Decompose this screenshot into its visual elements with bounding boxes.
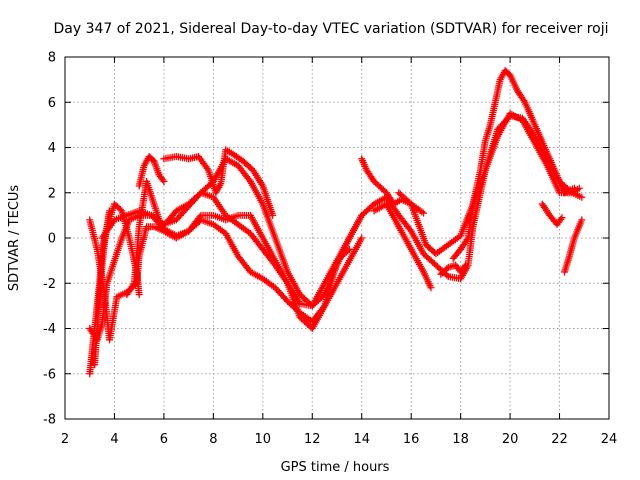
- data-point: [578, 216, 586, 224]
- data-point: [358, 234, 366, 242]
- data-point: [578, 193, 586, 201]
- data-series: [86, 67, 586, 378]
- y-axis-label: SDTVAR / TECUs: [7, 185, 22, 292]
- series-track-3: [98, 207, 366, 332]
- data-point: [570, 184, 578, 192]
- x-tick-label: 12: [304, 432, 321, 447]
- x-tick-label: 24: [601, 432, 618, 447]
- data-point: [463, 236, 471, 244]
- series-track-13: [538, 200, 566, 228]
- series-track-6: [160, 146, 277, 219]
- y-tick-label: -4: [43, 322, 56, 337]
- data-point: [520, 97, 528, 105]
- x-tick-label: 10: [255, 432, 272, 447]
- series-track-9: [370, 200, 435, 292]
- chart-title: Day 347 of 2021, Sidereal Day-to-day VTE…: [53, 21, 608, 37]
- data-point: [427, 284, 435, 292]
- x-tick-label: 22: [551, 432, 568, 447]
- y-tick-label: 4: [48, 141, 56, 156]
- x-axis-label: GPS time / hours: [281, 460, 390, 475]
- y-tick-label: 2: [48, 186, 56, 201]
- data-point: [558, 214, 566, 222]
- data-point: [135, 291, 143, 299]
- data-point: [160, 177, 168, 185]
- x-tick-label: 16: [403, 432, 420, 447]
- x-tick-label: 4: [110, 432, 118, 447]
- series-track-10: [395, 189, 428, 217]
- y-tick-label: -8: [43, 413, 56, 428]
- x-tick-label: 6: [160, 432, 168, 447]
- data-point: [443, 271, 451, 279]
- x-tick-label: 8: [209, 432, 217, 447]
- series-track-14: [560, 216, 586, 276]
- data-point: [420, 209, 428, 217]
- series-track-5: [135, 153, 168, 190]
- y-tick-label: -2: [43, 277, 56, 292]
- x-tick-label: 14: [353, 432, 370, 447]
- series-track-8: [345, 110, 586, 283]
- x-tick-label: 20: [502, 432, 519, 447]
- y-tick-label: 0: [48, 232, 56, 247]
- y-tick-label: -6: [43, 367, 56, 382]
- data-point: [269, 211, 277, 219]
- data-point: [106, 207, 114, 215]
- series-track-16: [91, 207, 114, 369]
- data-point: [196, 213, 204, 221]
- series-track-11: [449, 67, 578, 262]
- series-track-12: [437, 261, 470, 278]
- y-tick-label: 6: [48, 96, 56, 111]
- y-tick-label: 8: [48, 51, 56, 66]
- x-tick-label: 2: [61, 432, 69, 447]
- x-tick-label: 18: [452, 432, 469, 447]
- data-point: [462, 261, 470, 269]
